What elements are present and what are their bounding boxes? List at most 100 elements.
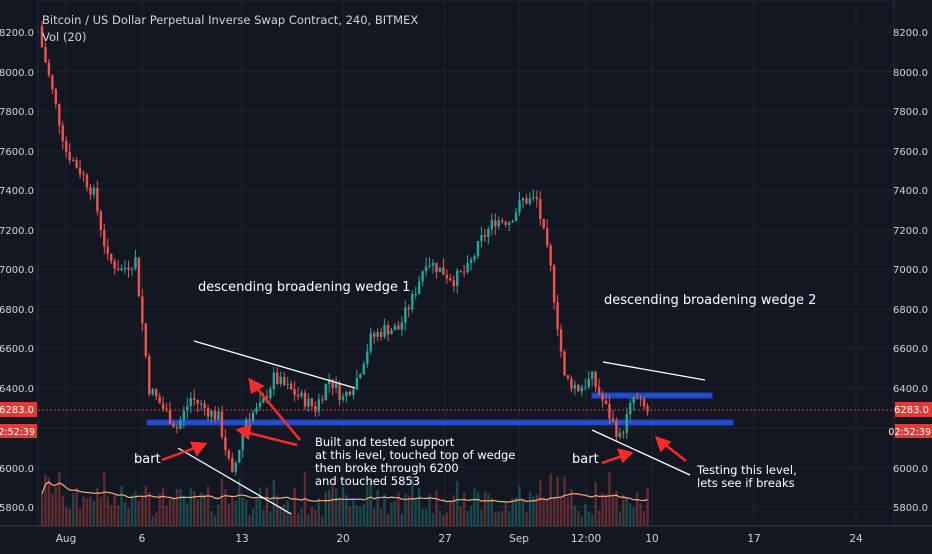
price-tick: 6400.0 [0, 384, 34, 395]
volume-bar [462, 492, 466, 526]
volume-indicator-label[interactable]: Vol (20) [42, 30, 86, 44]
candles [40, 21, 649, 476]
candle-body [563, 351, 566, 376]
price-tick: 6000.0 [0, 464, 34, 475]
volume-bar [608, 471, 611, 526]
candle-body [622, 432, 625, 434]
volume-bar [386, 513, 390, 526]
candle-body [442, 267, 445, 275]
volume-bar [82, 496, 85, 526]
volume-bar [532, 496, 535, 526]
volume-bar [411, 477, 414, 526]
price-tick: 7600.0 [893, 147, 928, 158]
volume-bar [366, 485, 369, 526]
arrow-support-1[interactable] [244, 430, 298, 447]
volume-bar [151, 515, 154, 526]
time-tick: 17 [747, 533, 760, 545]
candle-body [390, 330, 393, 335]
volume-bar [189, 488, 192, 526]
price-tick: 6400.0 [893, 384, 928, 395]
volume-bar [175, 488, 179, 526]
candle-body [175, 427, 179, 429]
volume-bar [404, 494, 407, 526]
support-band[interactable] [146, 419, 734, 426]
volume-bar [459, 506, 462, 526]
volume-bar [158, 493, 161, 526]
volume-bar [421, 508, 424, 526]
candle-body [44, 46, 47, 63]
volume-bar [525, 512, 528, 526]
volume-bar [552, 496, 556, 526]
candle-body [99, 211, 103, 231]
volume-bar [372, 508, 376, 526]
volume-bar [206, 486, 210, 526]
volume-bar [78, 508, 82, 526]
volume-bar [227, 503, 231, 526]
price-axis-right[interactable]: 8200.0 8000.0 7800.0 7600.0 7400.0 7200.… [893, 28, 928, 514]
price-tick: 5800.0 [893, 503, 928, 514]
volume-bar [165, 505, 168, 526]
volume-bar [103, 471, 106, 526]
candle-body [103, 230, 106, 247]
candle-body [483, 235, 487, 238]
wedge1-label: descending broadening wedge 1 [198, 280, 410, 295]
arrow-testing[interactable] [662, 442, 687, 462]
support-note-line: at this level, touched top of wedge [315, 448, 515, 462]
candle-body [428, 265, 431, 267]
candle-body [321, 399, 324, 401]
price-tick: 8000.0 [0, 68, 34, 79]
price-axis-left[interactable]: 8200.0 8000.0 7800.0 7600.0 7400.0 7200.… [0, 28, 34, 514]
volume-bar [258, 487, 262, 526]
time-axis[interactable]: Aug 6 13 20 27 Sep 12:00 10 17 24 [56, 533, 863, 545]
candle-body [96, 187, 99, 212]
volume-bar [251, 509, 255, 526]
wedge1-upper-trendline[interactable] [193, 340, 356, 389]
resistance-band[interactable] [591, 392, 713, 399]
volume-ma-line [41, 481, 648, 503]
candle-body [449, 278, 452, 281]
candle-body [528, 198, 532, 204]
candle-body [615, 420, 618, 437]
volume-bar [123, 501, 127, 526]
volume-bar [618, 511, 622, 526]
wedge1-lower-trendline[interactable] [177, 447, 292, 515]
wedge2-upper-trendline[interactable] [602, 361, 706, 381]
candle-body [331, 379, 334, 388]
candle-body [279, 376, 282, 384]
candle-body [113, 261, 116, 269]
volume-bar [452, 495, 455, 526]
volume-bar [321, 515, 324, 526]
candle-body [490, 220, 494, 230]
candle-body [251, 412, 255, 421]
time-tick: 13 [235, 533, 248, 545]
volume-bar [241, 497, 244, 526]
candle-body [521, 198, 525, 201]
candle-body [525, 198, 528, 204]
time-tick: 10 [645, 533, 658, 545]
candle-body [269, 388, 272, 399]
wedge2-lower-trendline[interactable] [591, 429, 691, 476]
volume-bar [639, 503, 642, 526]
candle-body [227, 450, 231, 458]
volume-bar [431, 513, 435, 526]
candle-body [456, 270, 459, 286]
testing-note-line: lets see if breaks [697, 476, 795, 490]
volume-bar [341, 487, 345, 526]
candle-body [632, 397, 635, 404]
countdown-tag-left [0, 424, 37, 438]
candle-body [85, 175, 89, 188]
volume-bar [71, 492, 75, 526]
price-tick: 7800.0 [0, 107, 34, 118]
candle-body [559, 329, 563, 352]
candle-body [445, 274, 449, 279]
testing-note: Testing this level, lets see if breaks [696, 463, 797, 490]
candle-body [78, 167, 82, 175]
candle-body [324, 384, 327, 401]
arrow-support-2[interactable] [254, 385, 301, 441]
volume-bar [438, 510, 442, 526]
volume-bar [456, 481, 459, 526]
price-tick: 7800.0 [893, 107, 928, 118]
candle-body [286, 383, 289, 385]
current-price-right: 6283.0 [894, 405, 929, 416]
